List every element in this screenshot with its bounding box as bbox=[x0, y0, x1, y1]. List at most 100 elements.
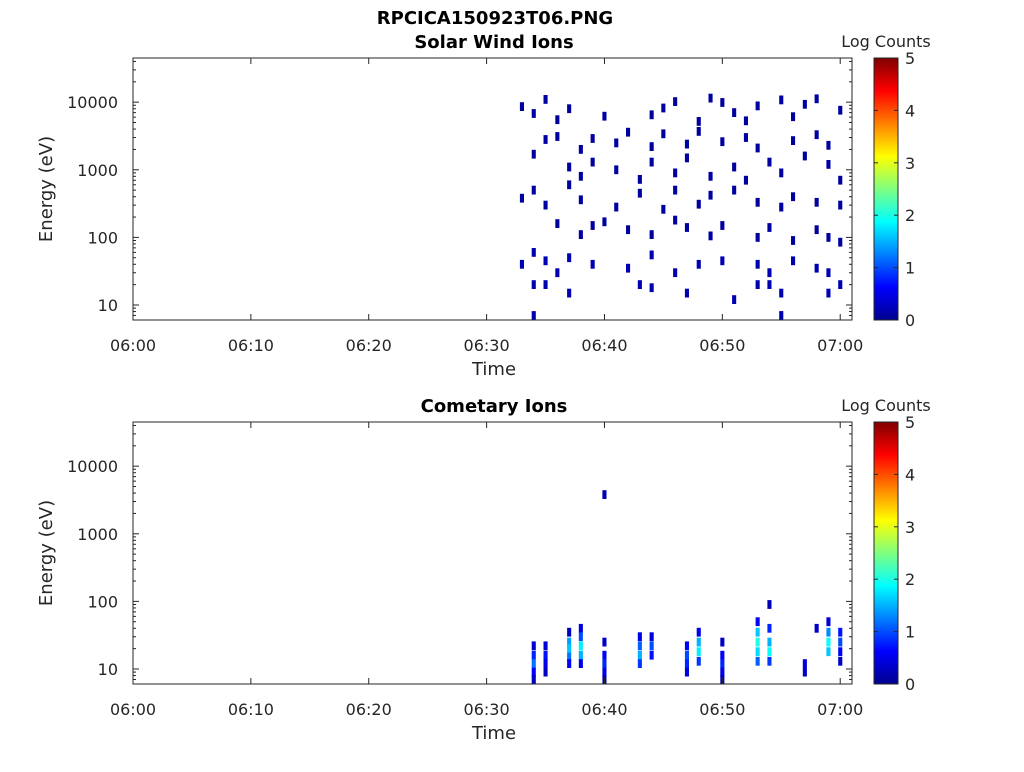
x-tick-label: 06:00 bbox=[110, 336, 156, 355]
heatmap-cell bbox=[684, 650, 689, 660]
panel-1-colorbar-gradient bbox=[873, 57, 899, 321]
heatmap-cell bbox=[590, 259, 595, 269]
heatmap-cell bbox=[531, 311, 536, 320]
heatmap-cell bbox=[684, 139, 689, 149]
x-tick-label: 06:30 bbox=[464, 700, 510, 719]
heatmap-cell bbox=[602, 637, 607, 647]
heatmap-cell bbox=[684, 667, 689, 677]
heatmap-cell bbox=[519, 193, 524, 203]
heatmap-cell bbox=[637, 175, 642, 184]
heatmap-cell bbox=[767, 157, 772, 167]
heatmap-cell bbox=[838, 656, 843, 666]
heatmap-cell bbox=[567, 652, 572, 662]
heatmap-cell bbox=[779, 168, 784, 178]
heatmap-cell bbox=[826, 627, 831, 637]
x-tick-label: 06:20 bbox=[346, 700, 392, 719]
heatmap-cell bbox=[673, 215, 678, 225]
heatmap-cell bbox=[567, 288, 572, 298]
heatmap-cell bbox=[720, 659, 725, 668]
heatmap-cell bbox=[567, 627, 572, 637]
panel-1-colorbar-label: Log Counts bbox=[841, 32, 931, 51]
heatmap-cell bbox=[767, 280, 772, 289]
heatmap-cell bbox=[555, 219, 560, 228]
heatmap-cell bbox=[791, 192, 796, 202]
heatmap-cell bbox=[637, 632, 642, 642]
heatmap-cell bbox=[531, 109, 536, 118]
heatmap-cell bbox=[720, 667, 725, 677]
heatmap-cell bbox=[567, 637, 572, 647]
panel-2-x-axis: 06:00 06:10 06:20 06:30 06:40 06:50 07:00 bbox=[110, 422, 863, 719]
heatmap-cell bbox=[649, 632, 654, 642]
panel-1-x-axis: 06:00 06:10 06:20 06:30 06:40 06:50 07:00 bbox=[110, 58, 863, 355]
heatmap-cell bbox=[838, 280, 843, 289]
heatmap-cell bbox=[838, 200, 843, 210]
heatmap-cell bbox=[755, 280, 760, 289]
heatmap-cell bbox=[649, 650, 654, 660]
heatmap-cell bbox=[838, 627, 843, 637]
heatmap-cell bbox=[802, 659, 807, 668]
heatmap-cell bbox=[531, 185, 536, 195]
heatmap-cell bbox=[755, 143, 760, 153]
heatmap-cell bbox=[531, 280, 536, 289]
heatmap-cell bbox=[779, 95, 784, 105]
panel-2-colorbar-label: Log Counts bbox=[841, 396, 931, 415]
heatmap-cell bbox=[755, 101, 760, 111]
heatmap-cell bbox=[791, 136, 796, 145]
colorbar-tick-label: 0 bbox=[905, 311, 915, 330]
heatmap-cell bbox=[614, 138, 619, 148]
heatmap-cell bbox=[637, 641, 642, 651]
heatmap-cell bbox=[696, 656, 701, 666]
heatmap-cell bbox=[767, 623, 772, 633]
heatmap-cell bbox=[755, 259, 760, 269]
heatmap-cell bbox=[567, 162, 572, 172]
heatmap-cell bbox=[649, 142, 654, 151]
heatmap-cell bbox=[543, 641, 548, 651]
heatmap-cell bbox=[637, 188, 642, 198]
colorbar-tick-label: 5 bbox=[905, 49, 915, 68]
heatmap-cell bbox=[590, 157, 595, 167]
heatmap-cell bbox=[720, 256, 725, 266]
y-tick-label: 10000 bbox=[67, 457, 118, 476]
y-tick-label: 1000 bbox=[77, 161, 118, 180]
heatmap-cell bbox=[567, 659, 572, 668]
heatmap-cell bbox=[767, 223, 772, 232]
heatmap-cell bbox=[590, 134, 595, 143]
heatmap-cell bbox=[826, 140, 831, 150]
heatmap-cell bbox=[543, 135, 548, 144]
heatmap-cell bbox=[555, 268, 560, 278]
heatmap-cell bbox=[755, 656, 760, 666]
heatmap-cell bbox=[649, 157, 654, 167]
panel-1-colorbar: Log Counts 0 1 2 3 4 5 bbox=[841, 32, 931, 330]
heatmap-cell bbox=[814, 197, 819, 207]
heatmap-cell bbox=[708, 231, 713, 241]
panel-1-y-axis-label: Energy (eV) bbox=[36, 136, 57, 242]
heatmap-cell bbox=[826, 233, 831, 242]
heatmap-cell bbox=[732, 185, 737, 195]
heatmap-cell bbox=[696, 647, 701, 657]
x-tick-label: 06:00 bbox=[110, 700, 156, 719]
colorbar-tick-label: 4 bbox=[905, 101, 915, 120]
heatmap-cell bbox=[720, 98, 725, 107]
heatmap-cell bbox=[779, 311, 784, 320]
x-tick-label: 06:10 bbox=[228, 336, 274, 355]
heatmap-cell bbox=[802, 667, 807, 677]
heatmap-cell bbox=[673, 168, 678, 178]
heatmap-cell bbox=[684, 153, 689, 163]
heatmap-cell bbox=[626, 127, 631, 137]
panel-2-colorbar: Log Counts 0 1 2 3 4 5 bbox=[841, 396, 931, 694]
heatmap-cell bbox=[696, 259, 701, 269]
heatmap-cell bbox=[649, 110, 654, 120]
heatmap-cell bbox=[779, 202, 784, 212]
heatmap-cell bbox=[649, 641, 654, 651]
heatmap-cell bbox=[626, 225, 631, 235]
heatmap-cell bbox=[755, 637, 760, 647]
heatmap-cell bbox=[720, 637, 725, 647]
heatmap-cell bbox=[567, 644, 572, 653]
heatmap-cell bbox=[767, 600, 772, 609]
heatmap-cell bbox=[543, 667, 548, 677]
panel-2-colorbar-ticks: 0 1 2 3 4 5 bbox=[874, 413, 915, 694]
heatmap-cell bbox=[743, 116, 748, 126]
heatmap-cell bbox=[543, 650, 548, 660]
heatmap-cell bbox=[661, 129, 666, 139]
panel-1-y-axis: 10 100 1000 10000 bbox=[67, 60, 852, 321]
